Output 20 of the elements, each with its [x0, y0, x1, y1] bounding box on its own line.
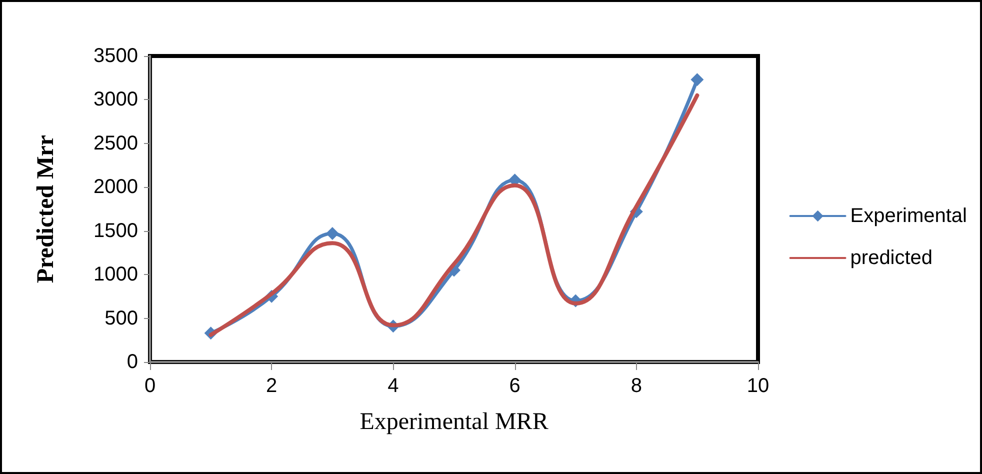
y-tick-label: 0	[126, 351, 138, 373]
y-axis-title: Predicted Mrr	[33, 134, 59, 284]
x-tick-label: 10	[746, 375, 770, 397]
x-tick-label: 6	[509, 375, 520, 397]
y-tick-label: 1500	[94, 220, 138, 242]
y-tick-label: 3500	[94, 45, 138, 67]
y-tick-label: 2000	[94, 176, 138, 198]
x-axis-title: Experimental MRR	[360, 409, 548, 435]
x-tick-label: 2	[266, 375, 278, 397]
y-tick-label: 500	[104, 307, 138, 330]
y-tick-label: 1000	[94, 264, 138, 286]
y-tick-label: 3000	[94, 88, 138, 111]
x-tick-label: 8	[630, 375, 642, 397]
point	[690, 73, 704, 86]
y-tick-label: 2500	[94, 132, 138, 154]
legend-label: predicted	[850, 247, 933, 269]
legend-label: Experimental	[850, 205, 967, 227]
x-tick-label: 0	[144, 375, 156, 397]
point	[326, 226, 339, 240]
x-tick-label: 4	[388, 375, 399, 397]
